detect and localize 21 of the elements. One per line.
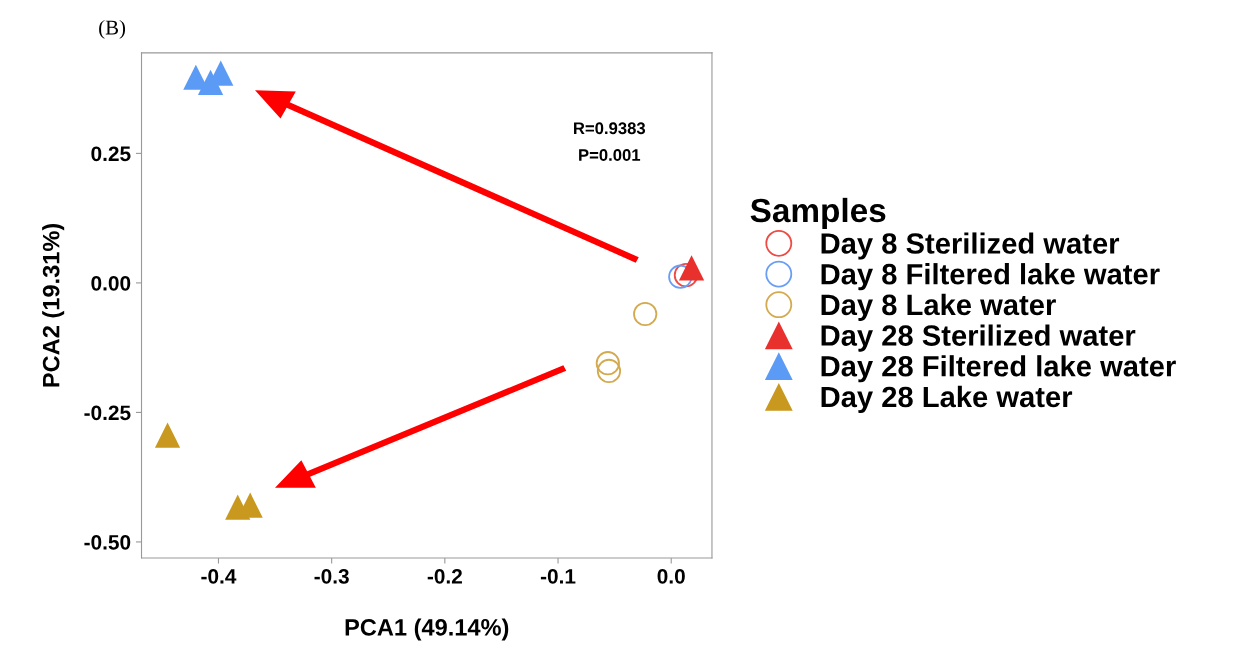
y-tick-label: 0.00 (91, 275, 131, 291)
x-axis-title: PCA1 (49.14%) (345, 618, 509, 641)
y-tick-label: -0.25 (84, 405, 131, 421)
legend-label: Day 28 Filtered lake water (821, 355, 1176, 383)
x-tick-label: -0.4 (201, 568, 237, 584)
x-tick-label: -0.3 (314, 568, 349, 584)
legend-label: Day 28 Sterilized water (821, 324, 1136, 352)
y-axis-title: PCA2 (19.31%) (42, 223, 65, 387)
x-tick-label: 0.0 (657, 568, 685, 584)
annotation: R=0.9383 (574, 122, 646, 135)
legend-label: Day 28 Lake water (821, 385, 1073, 414)
x-tick-label: -0.1 (540, 568, 576, 584)
legend-title: Samples (750, 197, 886, 229)
legend-label: Day 8 Filtered lake water (821, 263, 1160, 291)
text: (B) (99, 19, 126, 39)
annotation: P=0.001 (579, 149, 641, 161)
x-tick-label: -0.2 (427, 568, 462, 584)
legend-label: Day 8 Lake water (821, 293, 1056, 321)
y-tick-label: 0.25 (91, 146, 131, 162)
legend-label: Day 8 Sterilized water (821, 232, 1120, 260)
y-tick-label: -0.50 (84, 534, 131, 550)
